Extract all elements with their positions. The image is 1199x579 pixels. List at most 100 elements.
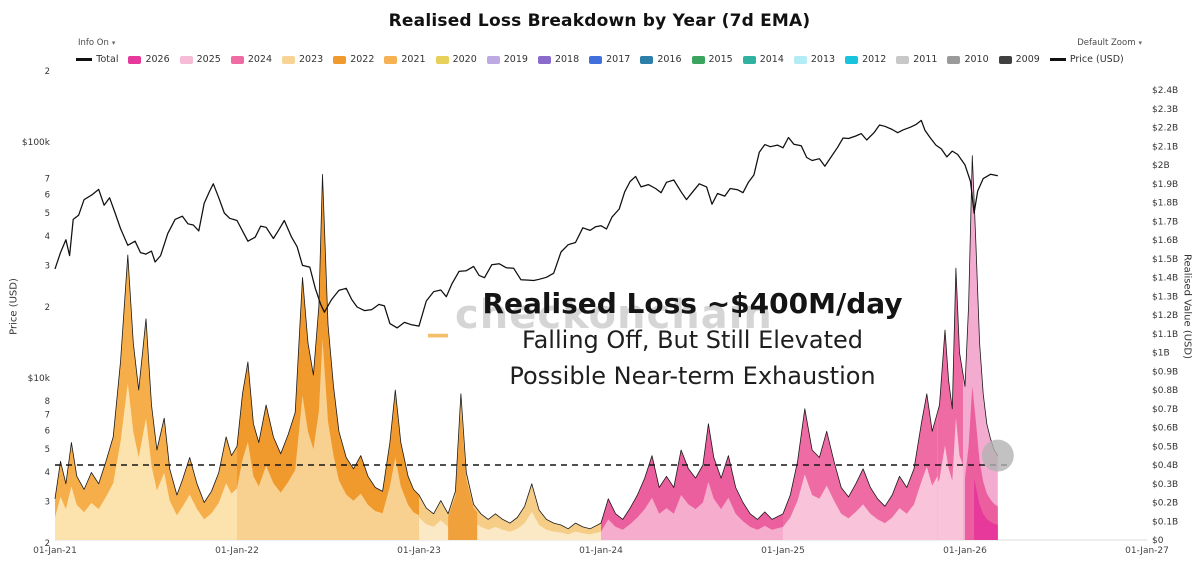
legend-label: 2021	[401, 54, 426, 65]
y-right-tick: $2B	[1152, 161, 1170, 171]
y-right-tick: $0.5B	[1152, 442, 1178, 452]
legend-color-swatch	[589, 55, 603, 64]
legend-label: 2022	[350, 54, 375, 65]
x-tick: 01-Jan-24	[579, 546, 623, 556]
legend-item-2025[interactable]: 2025	[179, 54, 221, 65]
caret-down-icon: ▾	[1138, 39, 1142, 47]
y-right-tick: $1.3B	[1152, 292, 1178, 302]
legend-item-2022[interactable]: 2022	[333, 54, 374, 65]
legend-item-2010[interactable]: 2010	[947, 54, 989, 65]
x-tick: 01-Jan-21	[33, 546, 77, 556]
legend-color-swatch	[435, 55, 449, 64]
legend-color-swatch	[128, 55, 142, 64]
legend-label: 2011	[913, 54, 938, 65]
price-line	[54, 119, 998, 329]
y-right-tick: $0.9B	[1152, 367, 1178, 377]
legend-label: 2013	[810, 54, 836, 65]
annotation-subline-2: Possible Near-term Exhaustion	[509, 362, 876, 390]
y-right-tick: $1.4B	[1152, 274, 1178, 284]
legend-color-swatch	[691, 55, 705, 64]
legend-color-swatch	[845, 55, 859, 64]
loss-area-accent	[965, 386, 998, 540]
y-left-tick: 4	[45, 232, 50, 242]
legend-color-swatch	[333, 55, 347, 64]
y-right-tick: $1.9B	[1152, 180, 1178, 190]
x-tick: 01-Jan-23	[397, 546, 441, 556]
legend-label: 2012	[862, 54, 887, 65]
legend-color-swatch	[384, 55, 398, 64]
legend-label: Price (USD)	[1069, 54, 1124, 65]
info-toggle[interactable]: Info On ▾	[78, 38, 115, 48]
legend-color-swatch	[947, 55, 961, 64]
legend-item-2026[interactable]: 2026	[128, 54, 170, 65]
legend-item-2021[interactable]: 2021	[384, 54, 426, 65]
legend-label: 2009	[1015, 54, 1040, 65]
y-right-tick: $1.5B	[1152, 255, 1178, 265]
legend-item-2015[interactable]: 2015	[691, 54, 733, 65]
legend-item-2023[interactable]: 2023	[282, 54, 323, 65]
y-right-tick: $1.6B	[1152, 236, 1178, 246]
legend-item-2019[interactable]: 2019	[486, 54, 528, 65]
loss-area-inner	[783, 466, 938, 540]
loss-area-inner	[937, 417, 964, 540]
watermark-logo-icon: _	[428, 292, 449, 338]
legend-label: 2018	[554, 54, 580, 65]
legend-item-2014[interactable]: 2014	[742, 54, 784, 65]
legend-item-2009[interactable]: 2009	[998, 54, 1040, 65]
legend-label: 2010	[964, 54, 989, 65]
legend-item-total[interactable]: Total	[76, 54, 118, 65]
legend-color-swatch	[998, 55, 1012, 64]
y-left-tick: $100k	[22, 138, 51, 148]
y-left-tick: 5	[45, 445, 50, 455]
legend-item-2017[interactable]: 2017	[589, 54, 630, 65]
legend-item-2024[interactable]: 2024	[230, 54, 273, 65]
y-right-tick: $1.8B	[1152, 199, 1178, 209]
legend-line-swatch	[76, 58, 93, 61]
legend-label: 2025	[196, 54, 221, 65]
legend-color-swatch	[537, 55, 551, 64]
legend-item-2011[interactable]: 2011	[896, 54, 937, 65]
loss-area	[237, 174, 419, 540]
legend-label: Total	[96, 54, 119, 65]
legend-color-swatch	[640, 55, 654, 64]
legend-label: 2019	[503, 54, 528, 65]
y-right-tick: $1.7B	[1152, 217, 1178, 227]
legend-item-2012[interactable]: 2012	[845, 54, 886, 65]
legend-line-swatch	[1049, 58, 1066, 61]
legend-item-price-usd-[interactable]: Price (USD)	[1049, 54, 1124, 65]
legend-color-swatch	[179, 55, 193, 64]
y-left-tick: 5	[45, 209, 50, 219]
zoom-control-label: Default Zoom	[1077, 38, 1136, 48]
y-left-tick: 3	[45, 261, 50, 271]
y-right-tick: $2.3B	[1152, 105, 1178, 115]
y-right-tick: $0.7B	[1152, 405, 1178, 415]
y-right-tick: $2.1B	[1152, 142, 1178, 152]
x-tick: 01-Jan-27	[1125, 546, 1169, 556]
loss-area-inner	[237, 338, 419, 540]
legend-label: 2024	[247, 54, 273, 65]
watermark-text: checkonchain	[455, 292, 773, 338]
legend-item-2020[interactable]: 2020	[435, 54, 477, 65]
loss-total-outline	[54, 155, 999, 530]
annotation-headline: Realised Loss ~$400M/day	[482, 287, 903, 320]
x-tick: 01-Jan-22	[215, 546, 259, 556]
legend-item-2016[interactable]: 2016	[640, 54, 682, 65]
y-left-tick: 2	[45, 539, 50, 549]
y-left-tick: 8	[45, 397, 50, 407]
legend-label: 2015	[708, 54, 733, 65]
y-right-tick: $1B	[1152, 349, 1170, 359]
legend-label: 2020	[452, 54, 477, 65]
legend-color-swatch	[486, 55, 500, 64]
y-right-tick: $2.2B	[1152, 124, 1178, 134]
checkonchain-watermark: _ checkonchain	[428, 292, 773, 338]
legend-label: 2016	[657, 54, 682, 65]
legend-item-2013[interactable]: 2013	[793, 54, 836, 65]
legend-item-2018[interactable]: 2018	[537, 54, 580, 65]
y-left-tick: 6	[45, 190, 50, 200]
zoom-control[interactable]: Default Zoom ▾	[1077, 38, 1142, 48]
legend-color-swatch	[896, 55, 910, 64]
y-left-tick: 6	[45, 426, 50, 436]
y-left-tick: 4	[45, 468, 50, 478]
